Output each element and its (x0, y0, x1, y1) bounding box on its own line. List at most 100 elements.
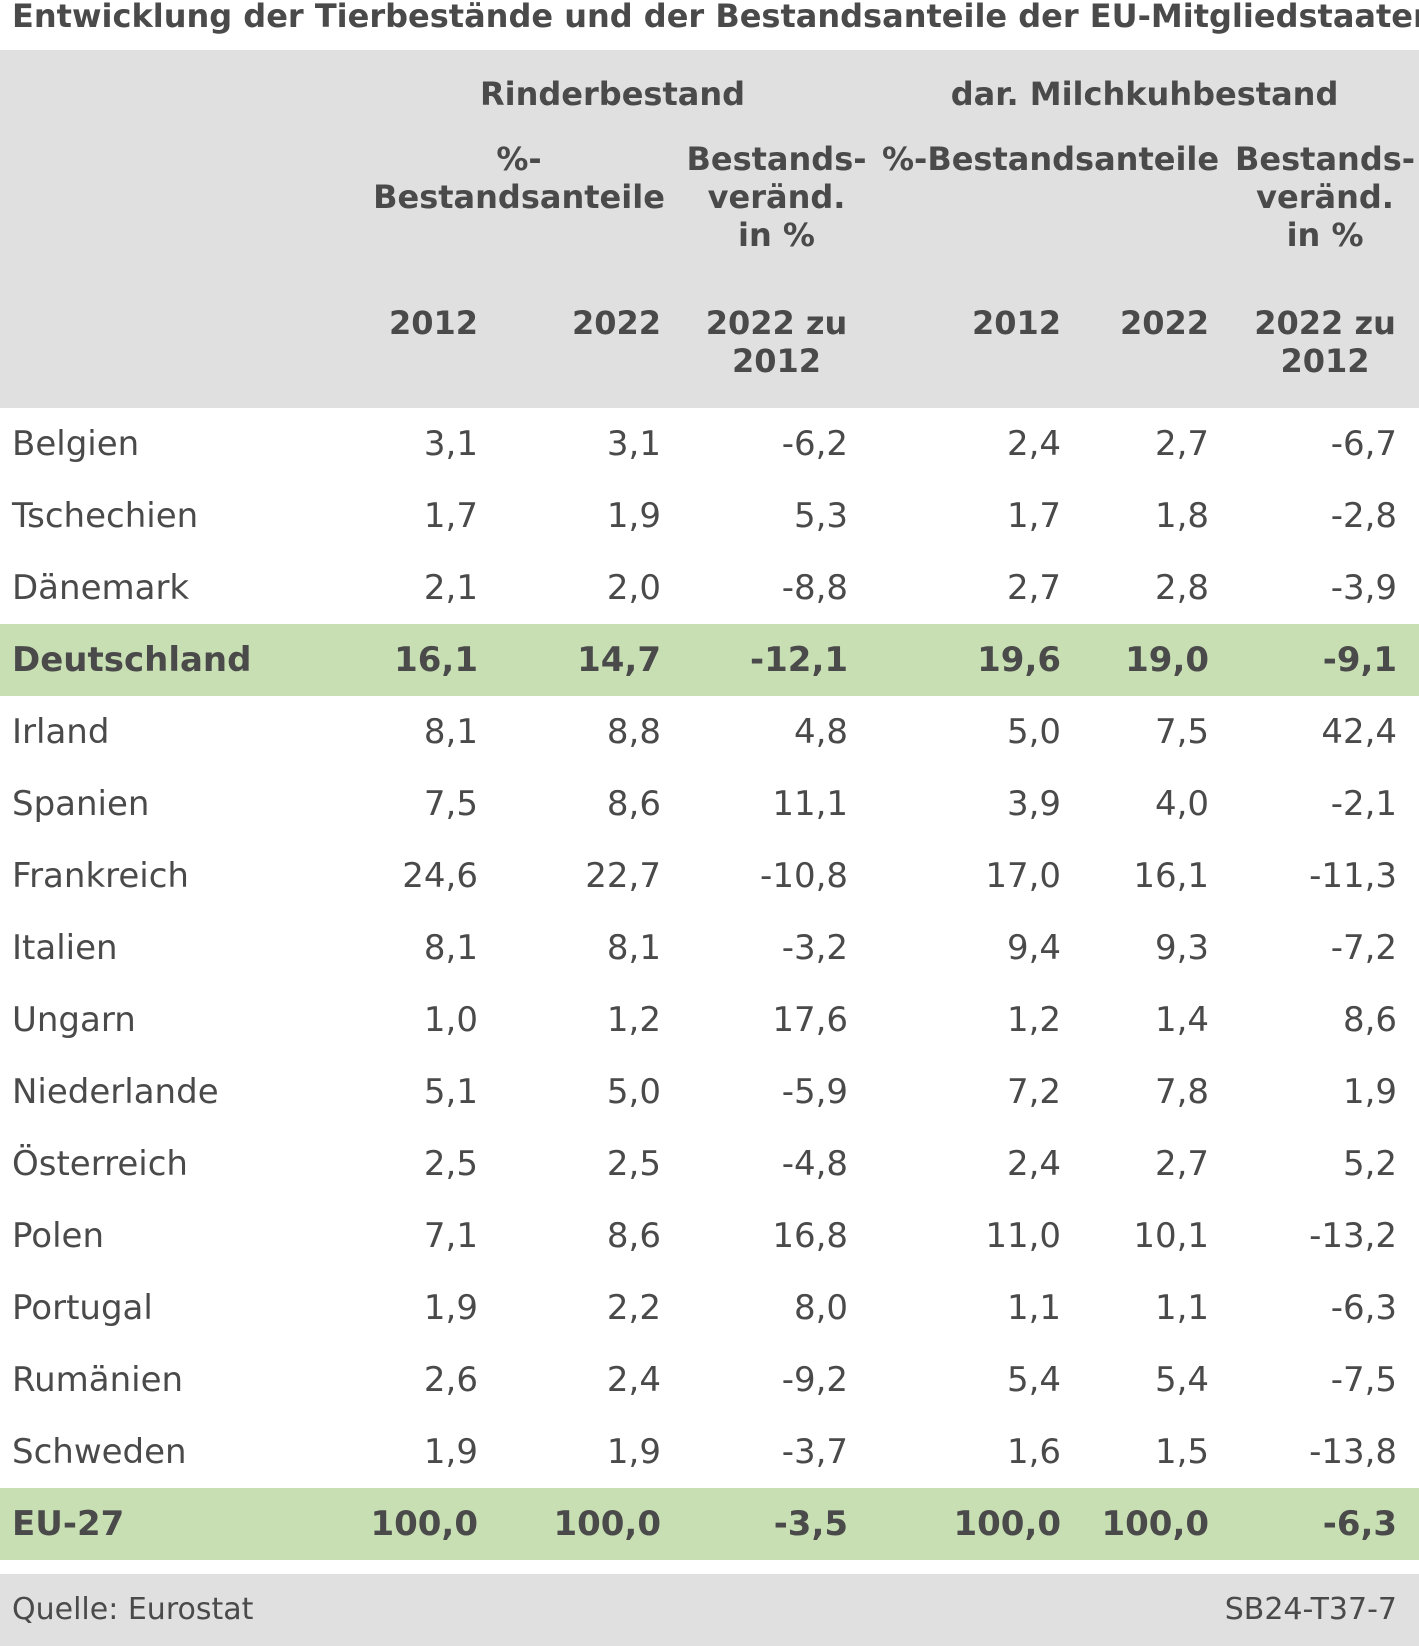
country-cell: Ungarn (12, 1000, 136, 1040)
value-cell-m2022: 10,1 (1133, 1216, 1210, 1256)
value-cell-m2022: 1,5 (1154, 1432, 1210, 1472)
header-year-row: 2012 2022 2022 zu 2012 2012 2022 2022 zu… (0, 298, 1419, 408)
value-cell-m2012: 100,0 (953, 1504, 1062, 1544)
value-cell-c2012: 24,6 (402, 856, 478, 896)
header-cattle-change: Bestands- veränd. in % (683, 134, 870, 298)
value-cell-c2022: 2,2 (606, 1288, 661, 1328)
value-cell-c2022: 1,2 (606, 1000, 661, 1040)
country-cell: Schweden (12, 1432, 187, 1472)
value-cell-m2022: 5,4 (1154, 1360, 1210, 1400)
country-cell: Portugal (12, 1288, 153, 1328)
value-cell-m2012: 2,7 (1006, 568, 1062, 608)
table-row: Spanien 7,5 8,6 11,1 3,9 4,0 -2,1 (0, 768, 1419, 840)
value-cell-mchg: -2,8 (1330, 496, 1398, 536)
header-cattle-year-2012: 2012 (388, 304, 478, 342)
value-cell-m2012: 1,1 (1006, 1288, 1062, 1328)
value-cell-cchg: -3,7 (781, 1432, 849, 1472)
value-cell-m2022: 7,8 (1154, 1072, 1210, 1112)
value-cell-c2012: 7,5 (423, 784, 478, 824)
value-cell-cchg: -8,8 (781, 568, 849, 608)
header-dairy-compare: 2022 zu 2012 (1231, 298, 1419, 408)
value-cell-m2022: 9,3 (1154, 928, 1210, 968)
table-footer: Quelle: Eurostat SB24-T37-7 (0, 1574, 1419, 1646)
header-cattle-share: %-Bestandsanteile (373, 140, 665, 216)
header-change-line3: in % (1286, 216, 1364, 254)
value-cell-c2022: 1,9 (606, 496, 661, 536)
header-dairy-group: dar. Milchkuhbestand (950, 75, 1339, 113)
header-dairy-share: %-Bestandsanteile (881, 140, 1220, 178)
value-cell-c2022: 2,5 (606, 1144, 661, 1184)
value-cell-c2012: 2,6 (423, 1360, 478, 1400)
table-row: EU-27 100,0 100,0 -3,5 100,0 100,0 -6,3 (0, 1488, 1419, 1560)
source-note: Quelle: Eurostat (12, 1592, 254, 1627)
value-cell-c2012: 2,1 (423, 568, 478, 608)
value-cell-cchg: -6,2 (781, 424, 849, 464)
country-cell: Niederlande (12, 1072, 219, 1112)
value-cell-c2022: 2,0 (606, 568, 661, 608)
value-cell-m2012: 5,4 (1006, 1360, 1062, 1400)
header-change-line1: Bestands- (686, 140, 867, 178)
value-cell-cchg: -12,1 (750, 640, 849, 680)
value-cell-mchg: -3,9 (1330, 568, 1398, 608)
value-cell-m2022: 1,8 (1154, 496, 1210, 536)
value-cell-c2012: 100,0 (370, 1504, 478, 1544)
header-change-line3: in % (738, 216, 815, 254)
value-cell-mchg: -7,2 (1330, 928, 1398, 968)
value-cell-mchg: -2,1 (1330, 784, 1398, 824)
value-cell-c2022: 8,1 (606, 928, 661, 968)
value-cell-cchg: -10,8 (760, 856, 849, 896)
table-row: Irland 8,1 8,8 4,8 5,0 7,5 42,4 (0, 696, 1419, 768)
value-cell-mchg: -9,1 (1322, 640, 1398, 680)
value-cell-m2012: 1,7 (1006, 496, 1062, 536)
value-cell-m2022: 2,7 (1154, 424, 1210, 464)
country-cell: Polen (12, 1216, 105, 1256)
table-row: Tschechien 1,7 1,9 5,3 1,7 1,8 -2,8 (0, 480, 1419, 552)
header-dairy-year-2022: 2022 (1119, 304, 1210, 342)
value-cell-mchg: -13,8 (1309, 1432, 1398, 1472)
value-cell-m2012: 1,2 (1006, 1000, 1062, 1040)
value-cell-m2022: 1,1 (1154, 1288, 1210, 1328)
value-cell-mchg: -6,3 (1330, 1288, 1398, 1328)
table-row: Ungarn 1,0 1,2 17,6 1,2 1,4 8,6 (0, 984, 1419, 1056)
value-cell-cchg: 16,8 (772, 1216, 849, 1256)
value-cell-m2012: 11,0 (985, 1216, 1062, 1256)
country-cell: Tschechien (12, 496, 199, 536)
value-cell-c2022: 1,9 (606, 1432, 661, 1472)
value-cell-m2012: 2,4 (1006, 424, 1062, 464)
value-cell-c2022: 22,7 (585, 856, 661, 896)
header-compare-line1: 2022 zu (1254, 304, 1396, 342)
value-cell-cchg: 11,1 (772, 784, 849, 824)
value-cell-c2022: 8,6 (606, 784, 661, 824)
header-empty-cell (0, 50, 355, 134)
value-cell-c2012: 16,1 (394, 640, 478, 680)
value-cell-m2022: 100,0 (1101, 1504, 1210, 1544)
value-cell-cchg: 8,0 (793, 1288, 849, 1328)
value-cell-c2012: 3,1 (423, 424, 478, 464)
value-cell-m2012: 9,4 (1006, 928, 1062, 968)
table-row: Portugal 1,9 2,2 8,0 1,1 1,1 -6,3 (0, 1272, 1419, 1344)
value-cell-c2012: 8,1 (423, 928, 478, 968)
table-row: Dänemark 2,1 2,0 -8,8 2,7 2,8 -3,9 (0, 552, 1419, 624)
table-row: Niederlande 5,1 5,0 -5,9 7,2 7,8 1,9 (0, 1056, 1419, 1128)
country-cell: Deutschland (12, 640, 252, 680)
header-change-line2: veränd. (1256, 178, 1394, 216)
country-cell: Frankreich (12, 856, 189, 896)
value-cell-c2022: 5,0 (606, 1072, 661, 1112)
value-cell-c2022: 8,8 (606, 712, 661, 752)
header-cattle-year-2022: 2022 (571, 304, 661, 342)
table-row: Österreich 2,5 2,5 -4,8 2,4 2,7 5,2 (0, 1128, 1419, 1200)
header-change-line2: veränd. (707, 178, 846, 216)
header-cattle-compare: 2022 zu 2012 (683, 298, 870, 408)
table-row: Frankreich 24,6 22,7 -10,8 17,0 16,1 -11,3 (0, 840, 1419, 912)
table-code: SB24-T37-7 (1224, 1592, 1397, 1627)
table-row: Italien 8,1 8,1 -3,2 9,4 9,3 -7,2 (0, 912, 1419, 984)
value-cell-mchg: 8,6 (1342, 1000, 1398, 1040)
table-row: Schweden 1,9 1,9 -3,7 1,6 1,5 -13,8 (0, 1416, 1419, 1488)
table-header: Rinderbestand dar. Milchkuhbestand %-Bes… (0, 50, 1419, 408)
country-cell: Rumänien (12, 1360, 184, 1400)
country-cell: EU-27 (12, 1504, 125, 1544)
value-cell-c2022: 14,7 (577, 640, 661, 680)
country-cell: Dänemark (12, 568, 190, 608)
header-compare-line1: 2022 zu (705, 304, 848, 342)
